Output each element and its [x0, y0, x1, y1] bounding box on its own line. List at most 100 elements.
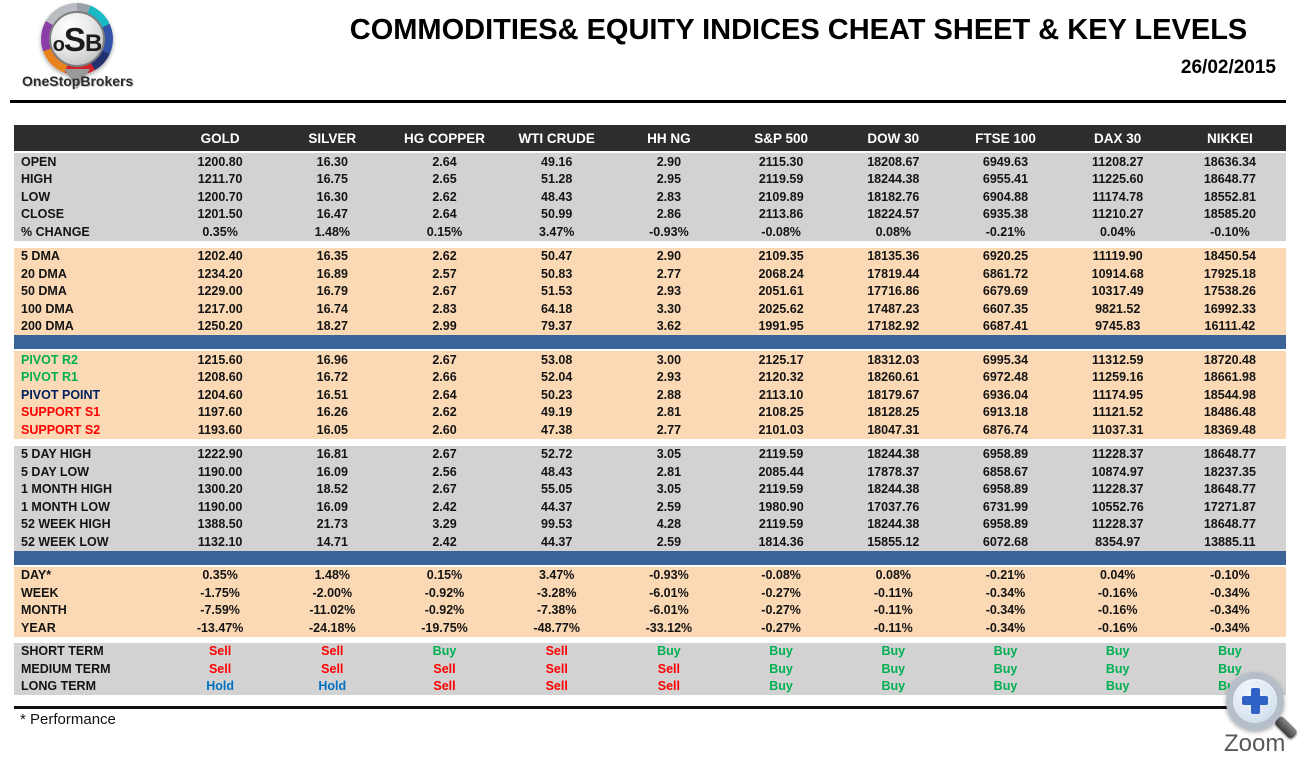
cell: 18450.54	[1203, 249, 1256, 264]
cell: 0.04%	[1099, 568, 1136, 583]
cell: 2.88	[656, 387, 682, 402]
row-label: 50 DMA	[21, 284, 67, 299]
cell: 3.47%	[538, 568, 575, 583]
cell: -1.75%	[200, 585, 240, 600]
cell: -6.01%	[649, 603, 689, 618]
cell: 2115.30	[758, 154, 804, 169]
cell: 49.19	[541, 405, 573, 420]
zoom-button[interactable]: Zoom	[1212, 668, 1299, 758]
row-label: DAY*	[21, 568, 52, 583]
cell: -0.34%	[1210, 585, 1250, 600]
cell: 18585.20	[1203, 207, 1256, 222]
cell: 2119.59	[758, 172, 804, 187]
cell: 6958.89	[982, 482, 1029, 497]
table-row: 200 DMA 1250.20 18.27 2.99 79.37 3.62 1991.95 1…	[14, 318, 1286, 336]
cell: Buy	[881, 644, 906, 659]
cell: 44.37	[541, 499, 573, 514]
cell: 2.93	[656, 370, 682, 385]
cell: 2125.17	[758, 352, 804, 367]
table-section-performance: DAY* 0.35% 1.48% 0.15% 3.47% -0.93% -0.08% 0.08…	[14, 566, 1286, 637]
cell: 1197.60	[197, 405, 243, 420]
cell: 18208.67	[867, 154, 920, 169]
onestopbrokers-logo: oSB OneStopBrokers	[22, 3, 134, 89]
footer-divider	[14, 706, 1242, 709]
logo-brand-text: OneStopBrokers	[22, 73, 134, 89]
cell: 1991.95	[758, 319, 804, 334]
row-label: WEEK	[21, 585, 59, 600]
cell: 2.64	[432, 154, 457, 169]
row-label: PIVOT R1	[21, 370, 78, 385]
cell: Sell	[657, 679, 681, 694]
cell: 6936.04	[982, 387, 1029, 402]
cell: 1211.70	[197, 172, 243, 187]
cell: 2.77	[656, 422, 682, 437]
cell: 17182.92	[867, 319, 920, 334]
cell: 1215.60	[197, 352, 243, 367]
cell: 1201.50	[197, 207, 243, 222]
cell: 0.15%	[426, 224, 463, 239]
cell: 0.04%	[1099, 224, 1136, 239]
cell: -0.34%	[985, 585, 1026, 600]
cell: 2.81	[656, 464, 682, 479]
cell: 1250.20	[197, 319, 243, 334]
cell: 50.83	[541, 266, 573, 281]
cell: -0.93%	[649, 224, 689, 239]
table-row: 5 DMA 1202.40 16.35 2.62 50.47 2.90 2109.35 181…	[14, 248, 1286, 266]
page-title: COMMODITIES& EQUITY INDICES CHEAT SHEET …	[349, 14, 1248, 46]
cell: 2.99	[432, 319, 457, 334]
cell: 18047.31	[867, 422, 920, 437]
cell: -0.10%	[1210, 568, 1250, 583]
cell: 48.43	[541, 464, 573, 479]
cell: 6858.67	[982, 464, 1029, 479]
cell: 16.75	[316, 172, 348, 187]
cell: 6995.34	[982, 352, 1029, 367]
cell: 16.79	[316, 284, 348, 299]
column-header: NIKKEI	[1207, 130, 1253, 146]
cell: 2.81	[656, 405, 682, 420]
cell: -0.16%	[1097, 620, 1138, 635]
cell: 2.86	[656, 207, 682, 222]
magnifier-lens-icon	[1226, 672, 1284, 730]
cell: -0.21%	[985, 224, 1026, 239]
cell: 9745.83	[1095, 319, 1141, 334]
column-header: HH NG	[647, 130, 691, 146]
table-row: % CHANGE 0.35% 1.48% 0.15% 3.47% -0.93% -0.08%…	[14, 223, 1286, 241]
cell: 18648.77	[1203, 172, 1256, 187]
cell: 0.15%	[426, 568, 463, 583]
cell: Buy	[769, 644, 793, 659]
cell: 6958.89	[982, 517, 1029, 532]
cell: 1300.20	[197, 482, 243, 497]
column-header: DOW 30	[867, 130, 920, 146]
table-row: SUPPORT S1 1197.60 16.26 2.62 49.19 2.81 2108.…	[14, 404, 1286, 422]
cell: 1208.60	[197, 370, 243, 385]
cell: Sell	[208, 661, 232, 676]
cell: 17037.76	[867, 499, 920, 514]
cell: 2.57	[432, 266, 457, 281]
table-row: 20 DMA 1234.20 16.89 2.57 50.83 2.77 2068.24 17…	[14, 265, 1286, 283]
cell: 2.83	[432, 301, 457, 316]
plus-icon	[1250, 687, 1260, 714]
logo-ring-icon: oSB	[41, 3, 113, 75]
cell: -0.27%	[761, 585, 801, 600]
cell: 2.42	[432, 534, 457, 549]
cell: -0.21%	[985, 568, 1026, 583]
cell: 16.30	[316, 189, 348, 204]
cell: 16.51	[316, 387, 348, 402]
cell: 2.64	[432, 207, 457, 222]
cell: 18237.35	[1203, 464, 1256, 479]
row-label: PIVOT POINT	[21, 387, 101, 402]
row-label: 20 DMA	[21, 266, 67, 281]
cell: 16111.42	[1204, 319, 1256, 334]
table-row: CLOSE 1201.50 16.47 2.64 50.99 2.86 2113.86 182…	[14, 206, 1286, 224]
header-divider	[10, 100, 1286, 103]
cell: 53.08	[541, 352, 573, 367]
cell: 18648.77	[1203, 482, 1256, 497]
cell: 2.66	[432, 370, 457, 385]
cell: 1217.00	[197, 301, 243, 316]
cell: 11174.78	[1092, 189, 1144, 204]
cell: 2.67	[432, 284, 457, 299]
cell: 6687.41	[982, 319, 1029, 334]
row-label: 1 MONTH LOW	[21, 499, 110, 514]
cell: 16.96	[316, 352, 348, 367]
cell: 2.83	[656, 189, 682, 204]
